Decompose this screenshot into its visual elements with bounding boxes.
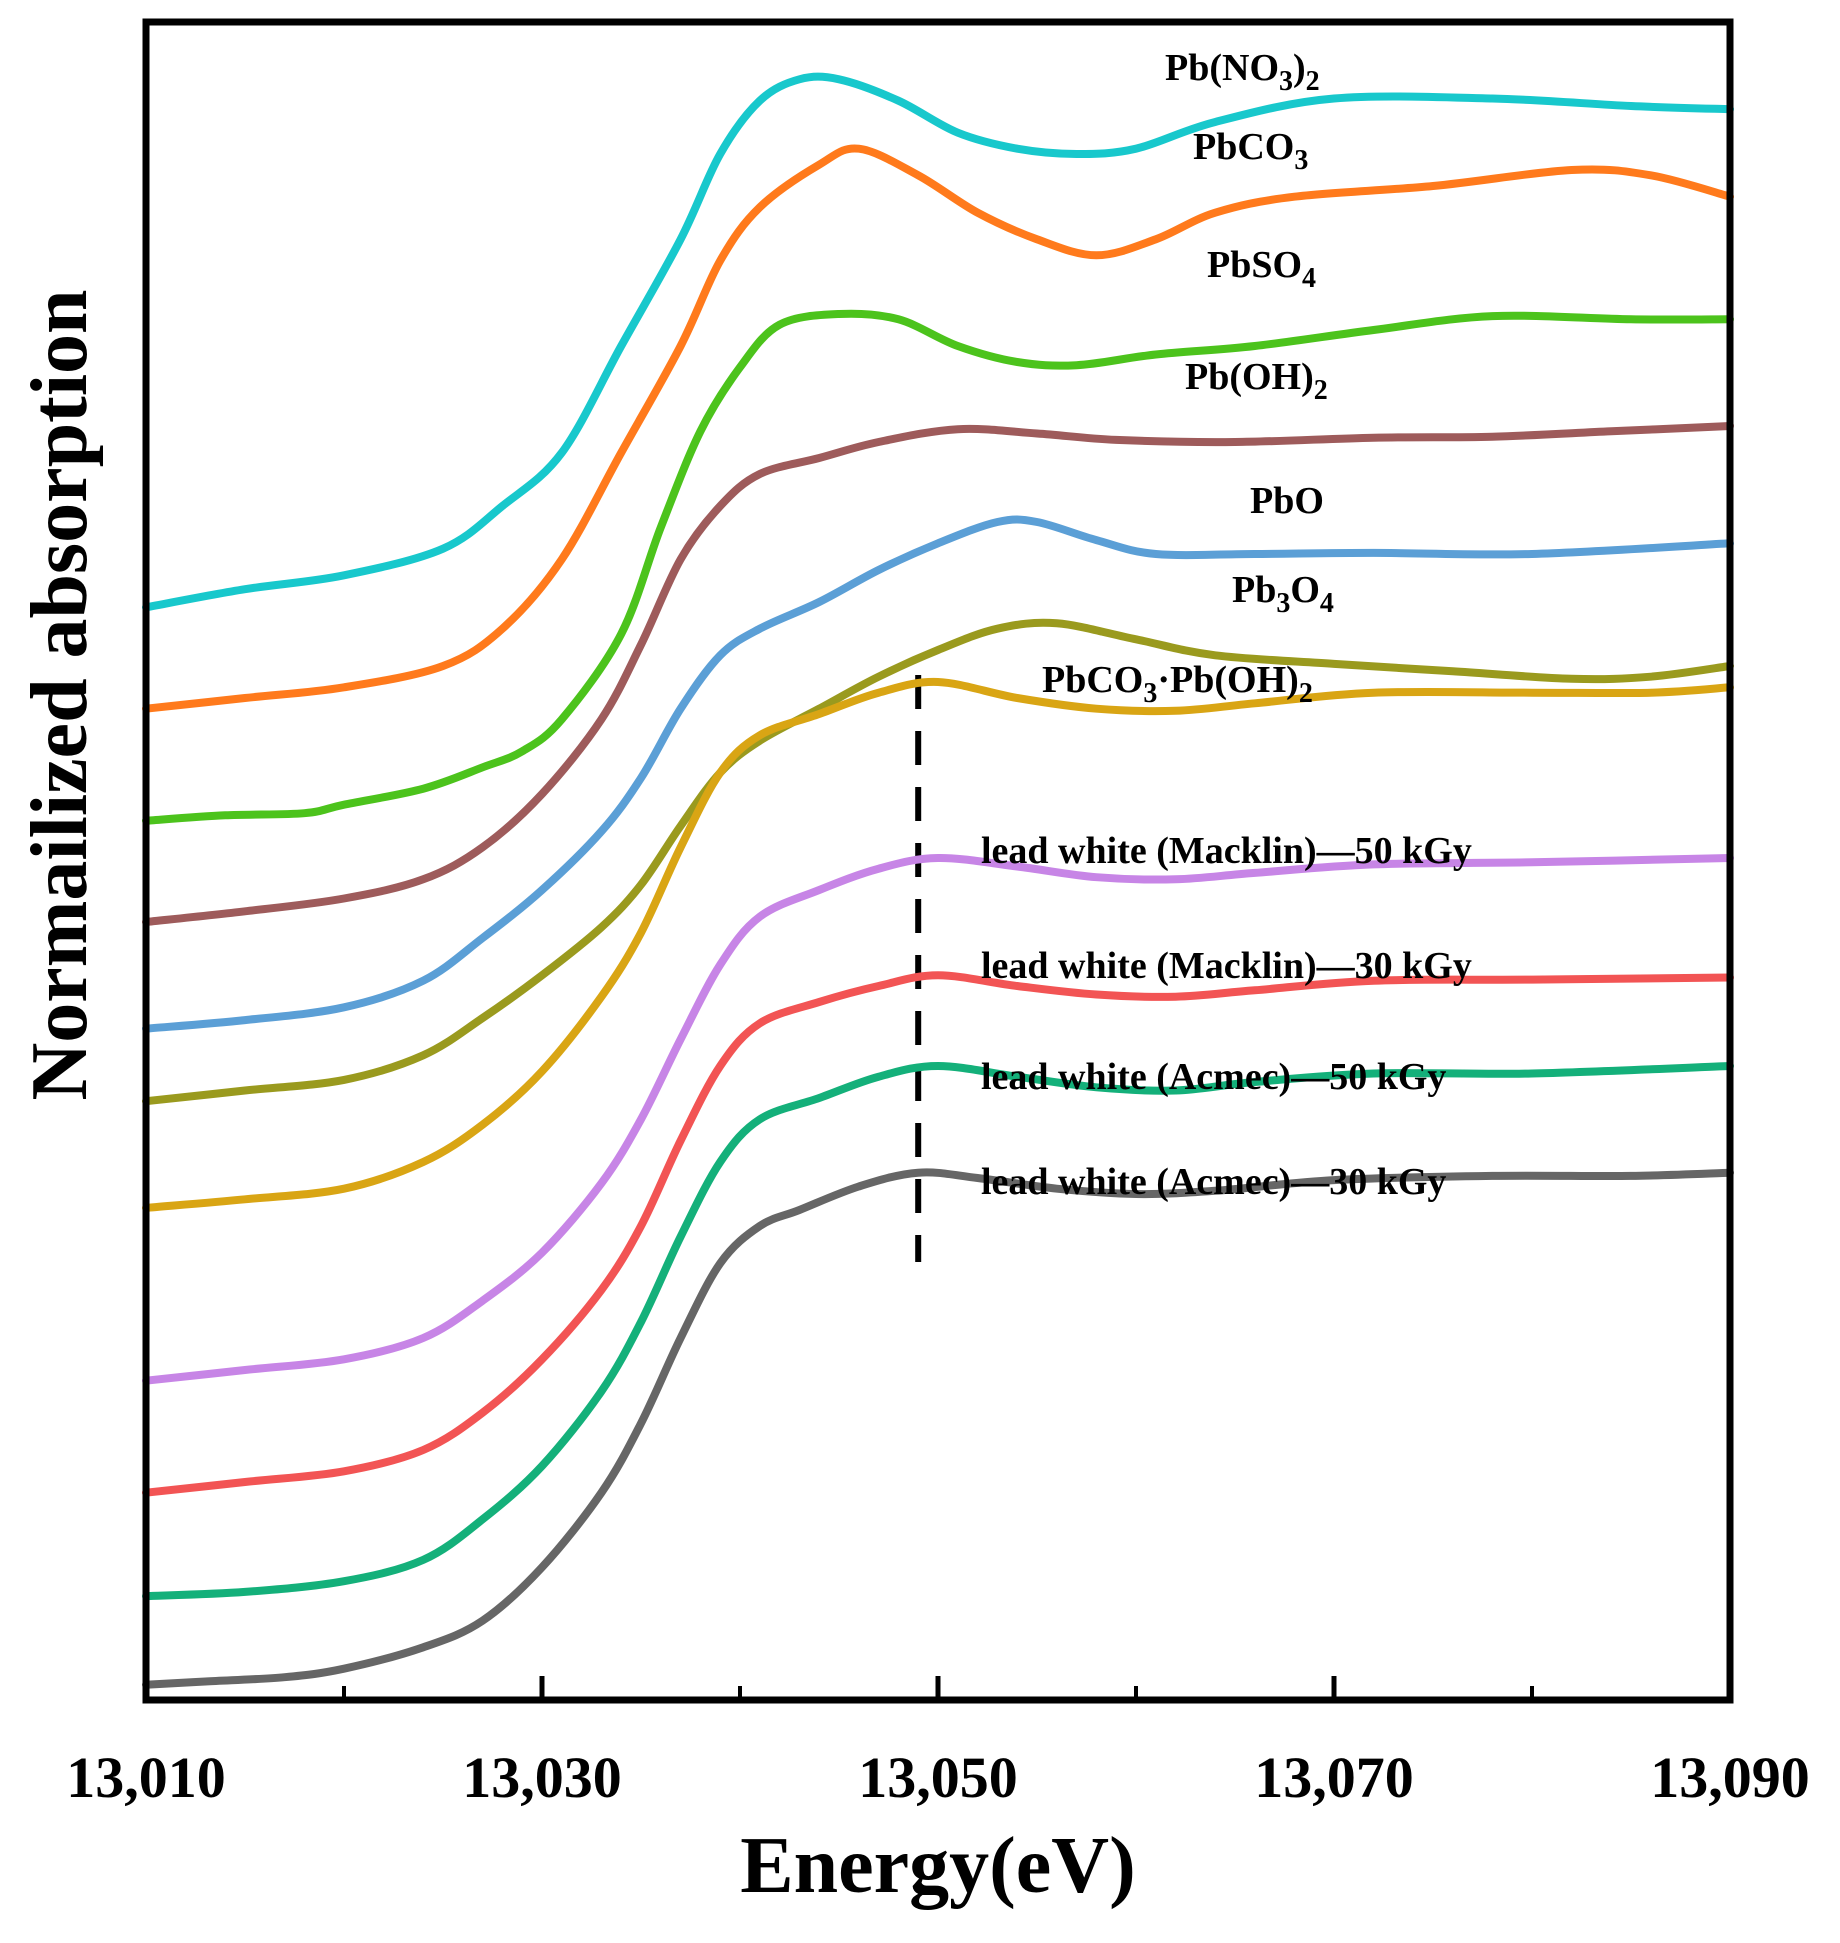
series-label: Pb3O4 <box>1232 569 1334 619</box>
series-label-text: Pb(NO <box>1165 47 1279 89</box>
series-label-text: ·Pb(OH) <box>1157 659 1298 701</box>
x-tick-label: 13,010 <box>66 1745 226 1810</box>
series-label-text: Pb <box>1232 569 1276 611</box>
series-line <box>142 144 1734 713</box>
series-line <box>142 853 1734 1385</box>
x-tick-label: 13,070 <box>1254 1745 1414 1810</box>
series-label: PbO <box>1250 480 1324 522</box>
series-label-text: lead white (Macklin)—50 kGy <box>981 830 1472 872</box>
series-label: lead white (Acmec)—50 kGy <box>981 1056 1446 1098</box>
series-label: PbSO4 <box>1207 244 1316 294</box>
series-label-text: PbCO <box>1193 126 1294 168</box>
series-label-subscript: 3 <box>1276 588 1290 619</box>
y-axis-title: Normailized absorption <box>16 289 104 1100</box>
series-label-text: lead white (Acmec)—50 kGy <box>981 1056 1446 1098</box>
series-line <box>142 677 1734 1212</box>
series-line <box>142 515 1734 1033</box>
series-label-subscript: 4 <box>1320 588 1334 619</box>
series-line <box>142 618 1734 1106</box>
series-label-subscript: 2 <box>1314 375 1328 406</box>
series-line <box>142 1168 1734 1689</box>
series-label-subscript: 3 <box>1294 145 1308 176</box>
series-line <box>142 1062 1734 1601</box>
series-label: PbCO3·Pb(OH)2 <box>1042 659 1313 709</box>
series-line <box>142 309 1734 825</box>
series-label-subscript: 3 <box>1279 66 1293 97</box>
series-label-text: ) <box>1293 47 1306 89</box>
series-label: Pb(NO3)2 <box>1165 47 1320 97</box>
plot-frame <box>142 18 1734 1704</box>
series-label: lead white (Macklin)—30 kGy <box>981 945 1472 987</box>
x-axis-title: Energy(eV) <box>740 1822 1135 1910</box>
series-label-text: PbCO <box>1042 659 1143 701</box>
series-label-subscript: 2 <box>1306 66 1320 97</box>
series-label-subscript: 4 <box>1302 263 1316 294</box>
x-tick-label: 13,090 <box>1650 1745 1810 1810</box>
series-line <box>142 72 1734 612</box>
series-line <box>142 971 1734 1497</box>
series-label-text: Pb(OH) <box>1185 356 1314 398</box>
series-label: PbCO3 <box>1193 126 1308 176</box>
series-label-text: PbO <box>1250 480 1324 522</box>
series-label-text: lead white (Macklin)—30 kGy <box>981 945 1472 987</box>
series-label: lead white (Macklin)—50 kGy <box>981 830 1472 872</box>
x-tick-label: 13,050 <box>858 1745 1018 1810</box>
series-label: Pb(OH)2 <box>1185 356 1328 406</box>
series-line <box>142 422 1734 926</box>
series-label-subscript: 2 <box>1299 678 1313 709</box>
series-label: lead white (Acmec)—30 kGy <box>981 1161 1446 1203</box>
series-label-subscript: 3 <box>1143 678 1157 709</box>
x-tick-label: 13,030 <box>462 1745 622 1810</box>
series-label-text: PbSO <box>1207 244 1302 286</box>
series-label-text: O <box>1290 569 1320 611</box>
series-label-text: lead white (Acmec)—30 kGy <box>981 1161 1446 1203</box>
